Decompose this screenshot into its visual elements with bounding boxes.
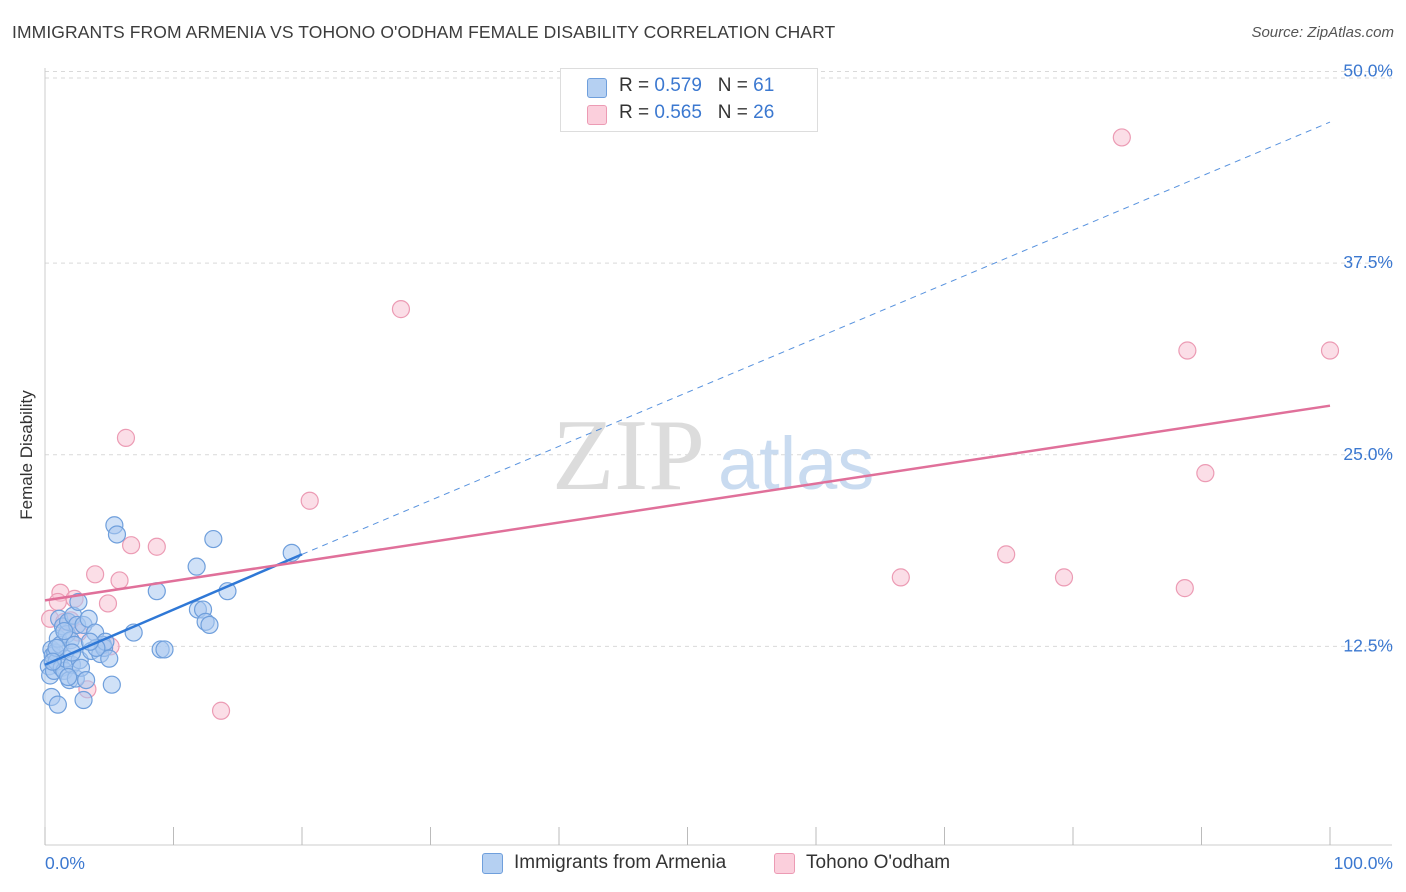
- legend-label-tohono: Tohono O'odham: [806, 852, 951, 873]
- blue-data-point: [204, 529, 223, 549]
- chart-title: IMMIGRANTS FROM ARMENIA VS TOHONO O'ODHA…: [12, 22, 836, 42]
- x-tick-label-max: 100.0%: [1334, 853, 1393, 873]
- pink-swatch: [774, 853, 795, 874]
- pink-data-point: [86, 565, 105, 584]
- blue-data-point: [187, 557, 206, 576]
- pink-swatch: [587, 105, 607, 125]
- x-tick-label-min: 0.0%: [45, 853, 85, 873]
- pink-data-point: [98, 594, 118, 613]
- pink-data-point: [391, 300, 411, 319]
- trend-lines: [44, 121, 1331, 666]
- r-value-pink: 0.565: [654, 102, 702, 123]
- pink-data-point: [300, 491, 319, 510]
- correlation-legend: R = 0.579 N = 61 R = 0.565 N = 26: [560, 68, 818, 132]
- pink-data-point: [1178, 341, 1197, 360]
- blue-data-point: [55, 621, 74, 641]
- pink-data-point: [110, 571, 129, 590]
- blue-data-point: [74, 690, 93, 710]
- blue-swatch: [482, 853, 503, 874]
- y-tick-label: 12.5%: [1343, 635, 1393, 655]
- blue-data-point: [102, 675, 121, 694]
- blue-data-point: [59, 667, 78, 687]
- legend-row-text: R = 0.579 N = 61: [619, 75, 775, 96]
- blue-trend-line: [44, 553, 303, 666]
- pink-data-point: [211, 701, 231, 720]
- pink-data-point: [1054, 568, 1074, 587]
- y-tick-label: 25.0%: [1343, 444, 1393, 464]
- blue-data-point: [155, 640, 174, 659]
- blue-swatch: [587, 78, 607, 98]
- pink-trend-line: [44, 404, 1331, 602]
- blue-data-point: [69, 592, 88, 612]
- pink-data-point: [116, 428, 136, 447]
- pink-data-point: [147, 537, 166, 556]
- blue-data-point: [107, 525, 127, 544]
- blue-data-point: [100, 649, 119, 668]
- y-tick-label: 37.5%: [1343, 252, 1393, 272]
- axes: [44, 68, 1392, 846]
- legend-row-text: R = 0.565 N = 26: [619, 102, 775, 123]
- pink-data-point: [997, 545, 1016, 564]
- blue-series-points: [39, 516, 301, 714]
- source-label: Source: ZipAtlas.com: [1251, 24, 1394, 41]
- legend-label-armenia: Immigrants from Armenia: [514, 852, 727, 873]
- n-value-blue: 61: [753, 75, 775, 96]
- watermark: ZIP atlas: [552, 399, 874, 512]
- blue-trend-extension: [301, 121, 1331, 555]
- tick-labels: 12.5% 25.0% 37.5% 50.0% 0.0% 100.0%: [45, 61, 1393, 874]
- y-tick-label: 50.0%: [1343, 61, 1393, 81]
- r-value-blue: 0.579: [654, 75, 702, 96]
- watermark-zip: ZIP: [552, 399, 705, 512]
- blue-data-point: [48, 695, 67, 714]
- watermark-atlas: atlas: [718, 422, 874, 505]
- pink-data-point: [1196, 464, 1215, 483]
- pink-data-point: [121, 536, 141, 555]
- pink-data-point: [1112, 128, 1131, 147]
- pink-data-point: [891, 568, 910, 587]
- pink-data-point: [48, 592, 67, 612]
- blue-data-point: [77, 671, 96, 690]
- blue-data-point: [200, 615, 219, 635]
- pink-data-point: [1175, 579, 1194, 598]
- n-value-pink: 26: [753, 102, 775, 123]
- pink-data-point: [1320, 341, 1340, 360]
